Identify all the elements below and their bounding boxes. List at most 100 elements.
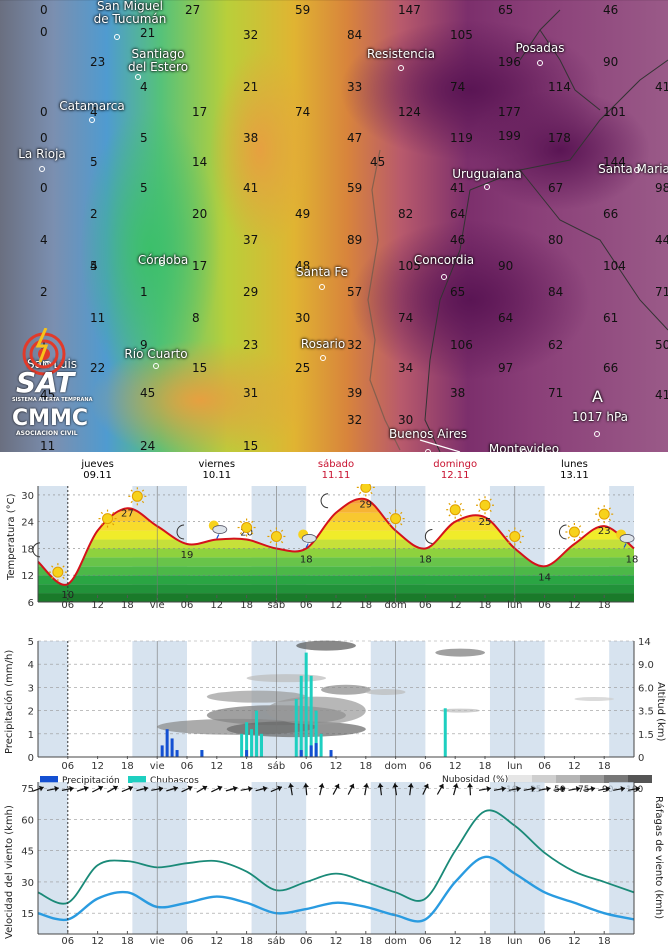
map-value: 61 [603, 311, 619, 325]
map-value: 2 [40, 285, 48, 299]
cloud-blob [296, 640, 356, 651]
temp-band [38, 584, 634, 594]
map-value: 199 [498, 129, 521, 143]
city-dot [398, 65, 404, 71]
map-value: 32 [347, 413, 363, 427]
city-name-line: La Rioja [18, 147, 66, 161]
night-band [132, 782, 187, 934]
city-dot [320, 355, 326, 361]
x-tick-label: sáb [268, 935, 286, 945]
day-name: sábado [317, 459, 355, 470]
city-dot [537, 60, 543, 66]
map-value: 48 [295, 259, 311, 273]
cloud-blob [440, 708, 481, 713]
x-tick-label: 06 [419, 936, 432, 945]
y-tick-label: 1 [28, 730, 34, 741]
x-tick-label: 18 [240, 761, 253, 772]
precip-bar [245, 750, 249, 757]
shower-bar [294, 699, 298, 757]
legend-clouds-title: Nubosidad (%) [442, 775, 509, 785]
cloud-blob [574, 697, 615, 701]
map-value: 90 [498, 259, 514, 273]
city-label: Concordia [399, 254, 489, 267]
wind-arrow-icon [627, 785, 641, 792]
x-tick-label: 18 [121, 936, 134, 945]
sun-icon [356, 484, 375, 497]
map-value: 71 [548, 386, 564, 400]
x-tick-label: 06 [61, 600, 74, 610]
map-value: 37 [243, 233, 259, 247]
city-label: Posadas [495, 42, 585, 55]
wind-arrow-icon [422, 783, 429, 795]
city-name-line: Posadas [515, 41, 565, 55]
map-value: 89 [347, 233, 363, 247]
temp-label: 23 [598, 526, 611, 537]
map-value: 11 [40, 439, 56, 452]
x-tick-label: dom [384, 600, 406, 610]
y-tick-label: 2 [28, 707, 34, 718]
map-value: 0 [40, 3, 48, 17]
cloud-scale-cell [580, 775, 604, 783]
y-tick-label: 4 [28, 660, 34, 671]
map-value: 30 [398, 413, 414, 427]
x-tick-label: 12 [91, 761, 104, 772]
temp-band [38, 548, 634, 558]
wind-arrow-icon [136, 785, 149, 792]
map-value: 17 [192, 259, 208, 273]
precipitation-chart: 5 4 3 2 1 0 14 9.0 6.0 3.5 1.5 0 06 12 18 vie 06 12 18 sáb 0… [0, 636, 668, 796]
x-tick-label: dom [384, 936, 406, 945]
map-value: 82 [398, 207, 414, 221]
wind-arrow-icon [211, 785, 223, 793]
day-name: jueves [81, 459, 114, 470]
wind-arrow-icon [106, 785, 119, 793]
logo-title: SAT [16, 366, 75, 399]
city-label: Resistencia [356, 48, 446, 61]
x-tick-label: 12 [330, 600, 343, 610]
city-label: Río Cuarto [111, 348, 201, 361]
map-value: 57 [347, 285, 363, 299]
sun-icon [128, 487, 147, 506]
map-value: 0 [40, 105, 48, 119]
night-band [370, 641, 426, 757]
map-value: 33 [347, 80, 363, 94]
forecast-map[interactable]: 0 27 59 147 65 46 0 21 32 84 105 196 90 23 4 21 33 74 177 1… [0, 0, 668, 452]
map-value: 64 [450, 207, 466, 221]
sun-icon [48, 563, 67, 582]
x-tick-label: 18 [359, 600, 372, 610]
cloud-blob [365, 689, 406, 696]
wind-arrow-icon [598, 785, 611, 792]
x-tick-label: vie [150, 936, 165, 945]
x-tick-label: 12 [210, 761, 223, 772]
map-value: 29 [243, 285, 259, 299]
x-tick-label: 12 [91, 600, 104, 610]
day-label: viernes 10.11 [182, 459, 252, 481]
map-value: 8 [192, 311, 200, 325]
x-tick-label: 18 [479, 600, 492, 610]
temp-label: 18 [419, 554, 432, 565]
map-value: 71 [655, 285, 668, 299]
map-value: 59 [295, 3, 311, 17]
city-label: Montevideo [479, 443, 569, 453]
day-name: viernes [198, 459, 236, 470]
x-tick-label: 06 [181, 761, 194, 772]
map-value: 30 [295, 311, 311, 325]
city-name-line: Santa Fe [295, 265, 349, 279]
city-label: Uruguaiana [442, 168, 532, 181]
wind-arrow-icon [508, 785, 521, 792]
map-value: 5 [90, 259, 98, 273]
wind-arrow-icon [46, 785, 59, 792]
city-name-line: de Tucumán [93, 12, 167, 26]
shower-bar [319, 733, 323, 757]
day-label: domingo 12.11 [420, 459, 490, 481]
map-value: 90 [603, 55, 619, 69]
wind-arrow-icon [523, 785, 536, 792]
x-tick-label: 18 [359, 936, 372, 945]
gust-line [37, 809, 635, 905]
shower-bar [260, 733, 263, 757]
pressure-letter: A [592, 387, 603, 406]
wind-arrow-icon [121, 785, 134, 793]
map-value: 144 [603, 155, 626, 169]
x-tick-label: 18 [240, 936, 253, 945]
y-tick-label: 5 [28, 637, 34, 648]
city-name-line: Catamarca [59, 99, 125, 113]
